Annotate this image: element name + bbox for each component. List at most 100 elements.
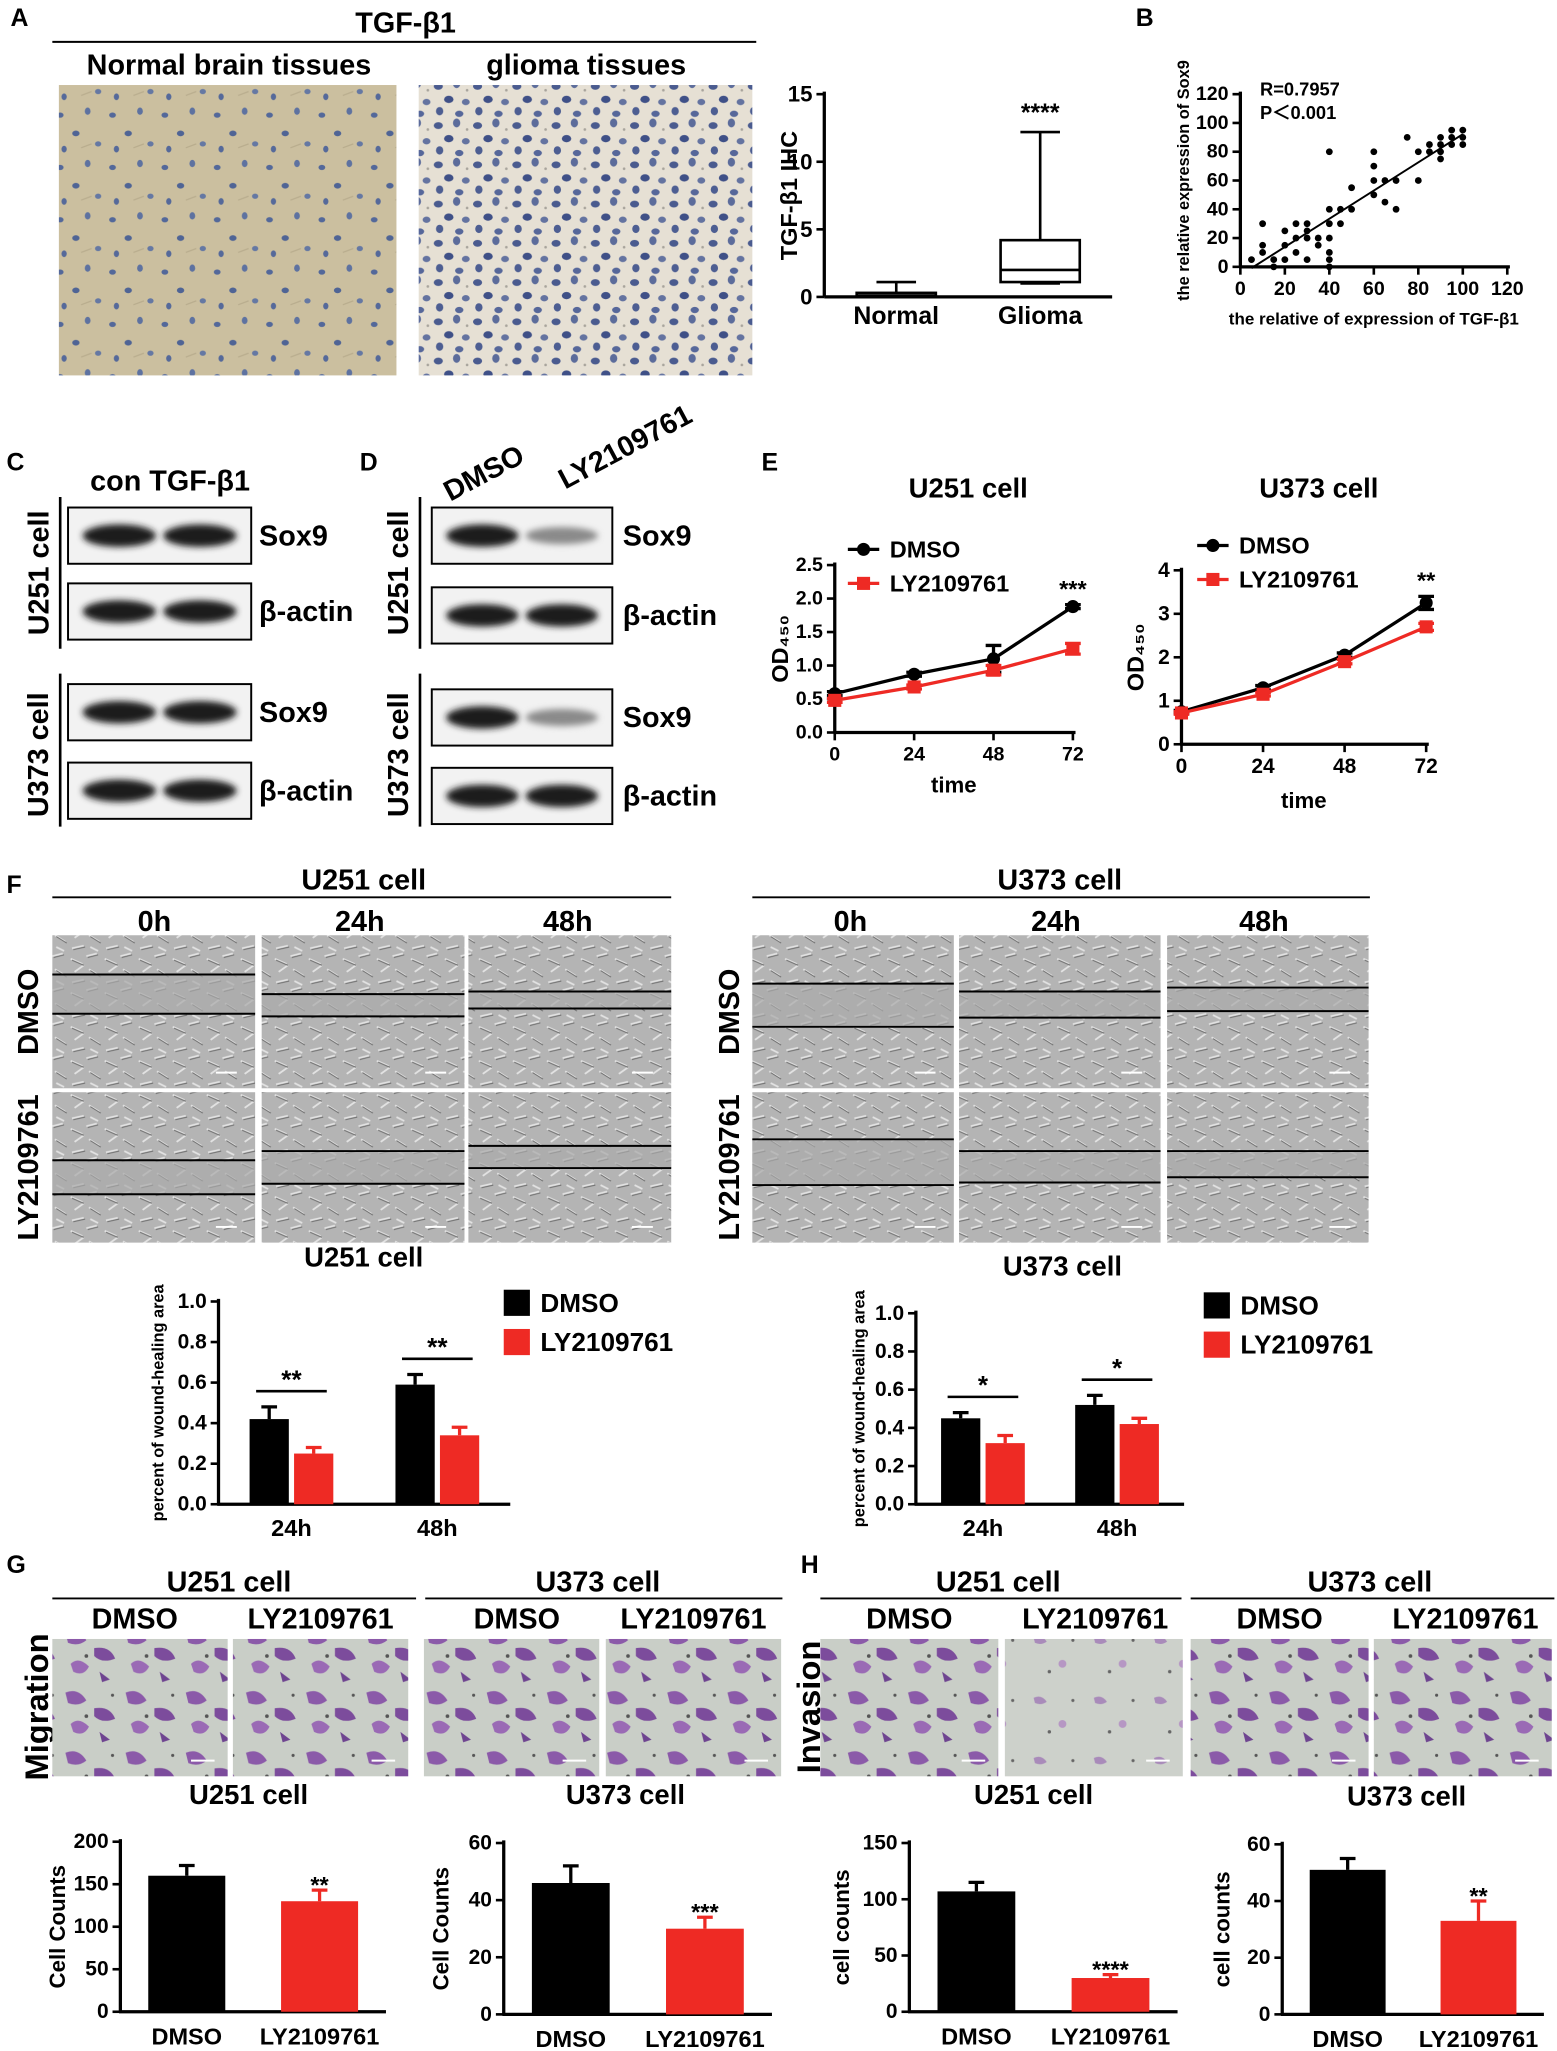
legend-swatch (1203, 1331, 1230, 1358)
marker (1066, 642, 1080, 656)
x-tick-label: DMSO (535, 2026, 606, 2051)
y-tick-label: 1.0 (875, 1302, 904, 1325)
band-label: Sox9 (623, 702, 692, 734)
y-tick-label: 0.8 (875, 1340, 904, 1363)
point (1325, 148, 1333, 156)
point (1370, 191, 1378, 199)
point (1325, 263, 1333, 271)
y-tick-label: 2.5 (796, 554, 823, 576)
panel-title: TGF-β1 (355, 8, 456, 40)
x-tick-label: Glioma (998, 303, 1082, 330)
band-label: Sox9 (259, 520, 328, 552)
marker (1338, 655, 1352, 669)
point (1392, 177, 1400, 184)
point (1437, 133, 1444, 141)
error-bar (407, 1372, 423, 1385)
error-bar (1131, 1416, 1148, 1425)
point (1459, 141, 1467, 148)
bar (1119, 1424, 1159, 1505)
wound-gap (752, 1139, 954, 1186)
legend-swatch (503, 1289, 530, 1316)
legend-swatch (1203, 1292, 1230, 1319)
y-tick-label: 0 (886, 2000, 898, 2023)
bar (1309, 1869, 1386, 2015)
y-tick-label: 0.8 (178, 1331, 207, 1354)
y-tick-label: 150 (74, 1873, 109, 1896)
panel-letter: H (801, 1552, 819, 1579)
y-tick-label: 0.0 (178, 1493, 207, 1516)
x-axis-label: time (1281, 788, 1327, 813)
y-tick-label: 0.6 (178, 1371, 207, 1394)
y-tick-label: 0 (1259, 2003, 1271, 2026)
wound-gap (261, 1151, 465, 1184)
y-axis-label: percent of wound-healing area (149, 1283, 167, 1521)
x-tick-label: 48h (417, 1515, 458, 1541)
trend-line (1250, 133, 1464, 269)
bar (148, 1875, 226, 2012)
treatment-label: DMSO (714, 969, 746, 1055)
lane-label: DMSO (1236, 1603, 1322, 1635)
transwell-image (1190, 1638, 1369, 1777)
x-tick-label: 24 (903, 744, 925, 766)
panel-letter: A (10, 5, 28, 32)
annotation: P＜0.001 (1260, 102, 1336, 123)
bar (666, 1928, 744, 2015)
y-axis-label: OD₄₅₀ (1123, 623, 1149, 691)
y-tick-label: 1.0 (796, 655, 823, 677)
point (1325, 220, 1333, 228)
band-label: β-actin (623, 781, 717, 813)
significance: **** (1092, 1956, 1129, 1982)
marker (986, 663, 1001, 677)
error-bar (1470, 1899, 1487, 1921)
legend-swatch (503, 1328, 530, 1356)
transwell-image (232, 1638, 409, 1777)
chart-title: U251 cell (189, 1779, 308, 1810)
series-line (834, 605, 1074, 696)
point (1325, 234, 1333, 242)
treatment-label: LY2109761 (13, 1094, 45, 1240)
legend-marker (857, 542, 871, 556)
x-tick-label: LY2109761 (1051, 2024, 1171, 2050)
y-tick-label: 3 (1158, 602, 1170, 625)
band-label: Sox9 (259, 697, 328, 729)
significance: ** (1417, 568, 1436, 594)
y-tick-label: 0.0 (796, 722, 823, 744)
significance: *** (691, 1899, 719, 1925)
point (1325, 205, 1333, 213)
group-title: U251 cell (167, 1567, 292, 1599)
wound-gap (959, 991, 1161, 1018)
lane-label: LY2109761 (553, 399, 697, 496)
x-tick-label: 72 (1415, 755, 1438, 778)
significance: *** (1059, 576, 1087, 602)
y-tick-label: 50 (85, 1958, 108, 1981)
lane-label: LY2109761 (247, 1603, 393, 1635)
legend-label: LY2109761 (1239, 566, 1359, 592)
time-label: 24h (335, 906, 385, 938)
lane-label: LY2109761 (1392, 1603, 1538, 1635)
point (1292, 249, 1300, 256)
y-tick-label: 0.0 (875, 1493, 904, 1516)
x-tick-label: 80 (1407, 278, 1429, 300)
y-tick-label: 80 (1207, 141, 1229, 163)
blot-band (446, 784, 519, 808)
marker (986, 652, 1001, 666)
point (1414, 148, 1422, 156)
transwell-image (52, 1638, 228, 1777)
wound-gap (468, 991, 672, 1009)
y-tick-label: 120 (1196, 83, 1229, 105)
y-tick-label: 60 (1247, 1833, 1270, 1856)
significance: * (1112, 1353, 1123, 1383)
transwell-image (1373, 1638, 1552, 1777)
significance: ** (281, 1364, 302, 1394)
point (1381, 198, 1389, 206)
x-tick-label: 24h (271, 1515, 312, 1541)
wound-gap (261, 994, 465, 1017)
lane-label: con TGF-β1 (90, 465, 250, 497)
y-axis-label: cell counts (829, 1869, 854, 1985)
significance: ** (310, 1872, 329, 1898)
x-tick-label: 24 (1251, 755, 1275, 778)
marker (907, 680, 921, 694)
panel-letter: C (7, 450, 25, 477)
y-tick-label: 20 (1207, 227, 1229, 249)
